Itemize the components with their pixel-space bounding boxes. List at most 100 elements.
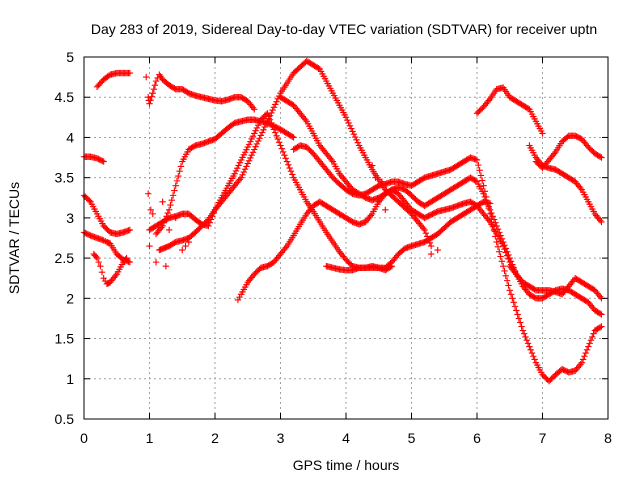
data-point [475,161,482,169]
x-tick-label: 4 [342,430,350,446]
data-point [586,340,593,347]
data-point [235,162,242,169]
data-point [268,119,275,127]
data-point [281,151,288,159]
data-point [513,307,520,314]
data-point [519,327,527,334]
y-tick-label: 4.5 [55,89,75,105]
data-point [278,145,286,152]
data-point [148,93,155,100]
data-point [162,216,169,223]
data-point [244,143,251,151]
scattered-point [185,238,192,246]
x-tick-label: 2 [211,430,219,446]
data-point [269,122,276,130]
data-point [502,272,510,280]
scattered-point [179,246,186,254]
data-point [93,254,101,262]
data-point [251,146,258,153]
data-point [493,238,500,246]
data-point [289,133,296,140]
data-point [582,349,589,357]
data-point [596,153,604,160]
data-point [241,166,249,173]
data-point [579,356,587,363]
data-point [122,256,129,263]
data-point [348,125,355,132]
data-points [80,57,605,385]
axis-ticks [83,56,609,420]
data-point [481,188,489,195]
data-point [171,187,178,194]
x-tick-labels: 0 1 2 3 4 5 6 7 8 [80,430,612,446]
data-point [598,311,605,318]
data-point [260,126,267,134]
data-point [500,238,507,246]
scattered-point [375,198,382,205]
scattered-point [165,226,173,234]
data-point [252,127,259,134]
data-point [95,258,102,266]
y-tick-label: 2 [66,290,74,306]
data-point [485,205,492,212]
x-tick-label: 8 [604,430,612,446]
data-point [344,116,351,124]
data-point [147,96,154,104]
data-point [590,330,597,337]
data-point [480,182,487,189]
data-point [346,122,354,129]
data-point [477,172,485,179]
scattered-point [147,206,155,214]
y-tick-label: 3.5 [55,170,75,186]
data-point [273,132,280,140]
data-point [243,163,250,170]
data-point [598,154,605,161]
scattered-point [182,242,189,250]
scattered-point [143,73,150,81]
data-point [274,135,282,143]
data-point [502,245,510,252]
data-point [522,333,529,341]
data-point [578,359,585,366]
data-point [245,157,253,164]
data-point [388,262,396,270]
data-point [354,139,361,146]
data-point [285,161,292,168]
data-point [289,171,296,178]
data-point [150,85,158,93]
x-tick-label: 5 [408,430,416,446]
data-point [524,105,532,112]
data-point [427,242,435,250]
data-point [270,126,278,133]
data-point [490,227,498,234]
data-point [248,135,255,143]
x-tick-label: 1 [146,430,154,446]
y-tick-label: 0.5 [55,411,75,427]
data-point [345,119,352,127]
scattered-point [427,250,435,258]
data-point [257,132,265,139]
data-point [507,258,515,265]
data-point [231,170,238,177]
data-point [589,333,596,341]
scattered-point [369,162,376,169]
data-point [238,174,245,181]
y-tick-label: 1 [66,371,74,387]
data-point [98,268,106,276]
data-point [497,232,504,239]
data-point [283,158,291,165]
data-point [505,251,512,259]
data-point [498,235,506,243]
data-point [126,258,134,266]
data-point [353,136,360,144]
scattered-point [146,242,153,250]
data-point [596,310,604,317]
data-point [473,156,481,164]
y-tick-label: 5 [66,49,74,65]
data-point [493,222,500,230]
data-point [100,158,107,165]
scattered-point [372,174,379,181]
data-point [252,143,259,150]
data-point [509,295,516,302]
